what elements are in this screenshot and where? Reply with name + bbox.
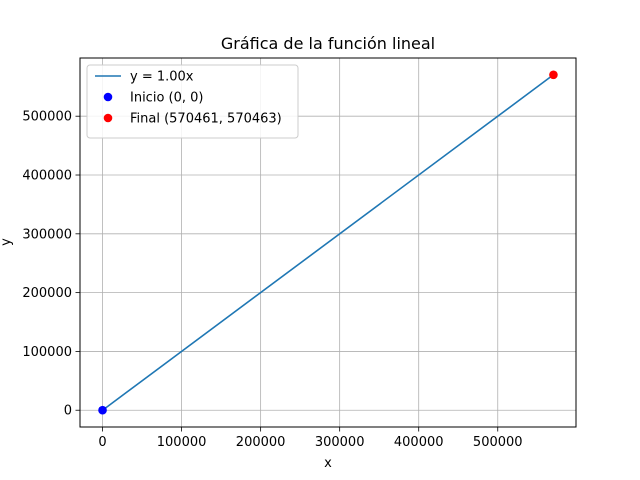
series-line — [102, 74, 554, 411]
x-tick-label: 0 — [98, 435, 106, 450]
legend-box — [86, 64, 299, 139]
x-tick-label: 100000 — [157, 435, 207, 450]
legend-label: y = 1.00x — [130, 70, 194, 85]
x-tick-label: 300000 — [315, 435, 365, 450]
y-tick-label: 300000 — [22, 227, 72, 242]
ticks: 0 100000 200000 300000 400000 500000 0 100000 20… — [22, 110, 522, 450]
x-tick-label: 400000 — [394, 435, 444, 450]
x-tick-label: 500000 — [473, 435, 523, 450]
y-axis-label: y — [0, 238, 14, 246]
scatter-point — [98, 405, 107, 415]
plot-area — [98, 70, 558, 415]
y-tick-label: 500000 — [22, 110, 72, 125]
legend-label: Final (570461, 570463) — [130, 112, 282, 127]
legend-label: Inicio (0, 0) — [130, 91, 203, 106]
legend: y = 1.00x Inicio (0, 0) Final (570461, 570… — [86, 64, 299, 139]
x-axis-label: x — [324, 456, 332, 471]
axes-frame — [79, 57, 577, 428]
chart-title: Gráfica de la función lineal — [221, 34, 435, 53]
x-tick-label: 200000 — [236, 435, 286, 450]
scatter-point — [549, 70, 558, 80]
y-tick-label: 100000 — [22, 345, 72, 360]
legend-marker-swatch — [103, 92, 113, 102]
y-tick-label: 400000 — [22, 169, 72, 184]
legend-marker-swatch — [103, 113, 113, 123]
y-tick-label: 0 — [64, 404, 72, 419]
y-tick-label: 200000 — [22, 286, 72, 301]
